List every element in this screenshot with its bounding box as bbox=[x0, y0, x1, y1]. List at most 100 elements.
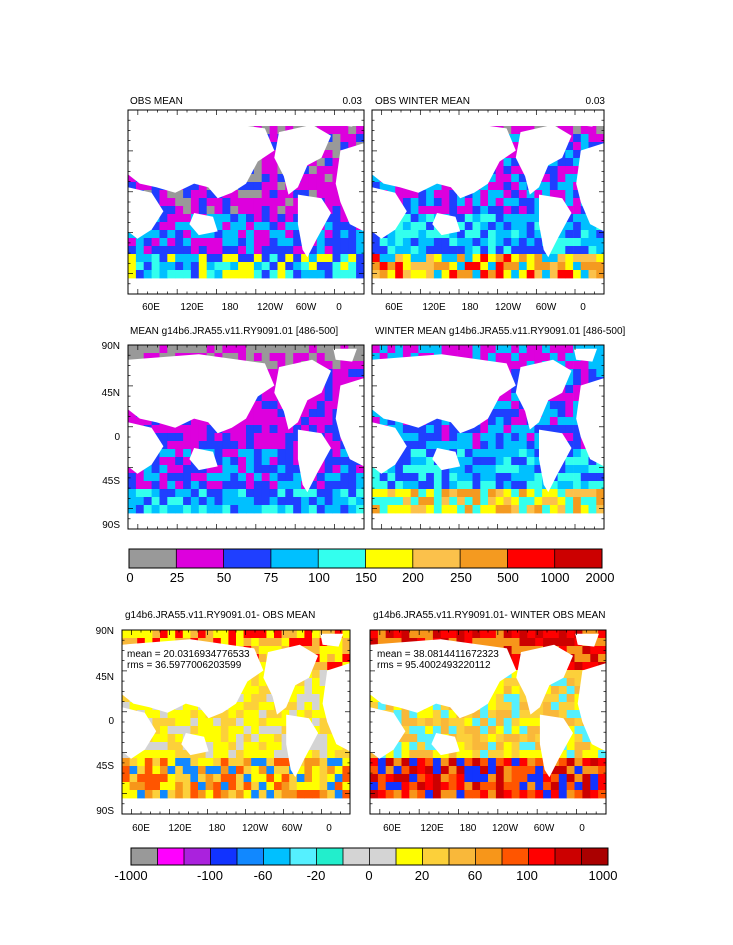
field-cell bbox=[293, 497, 302, 506]
field-cell bbox=[269, 238, 278, 247]
field-cell bbox=[230, 222, 239, 231]
field-cell bbox=[128, 489, 137, 498]
field-cell bbox=[198, 238, 208, 247]
field-cell bbox=[441, 246, 450, 255]
field-cell bbox=[472, 505, 481, 514]
field-cell bbox=[356, 230, 365, 239]
field-cell bbox=[261, 166, 270, 175]
field-cell bbox=[304, 790, 313, 799]
field-cell bbox=[296, 702, 305, 711]
field-cell bbox=[152, 742, 161, 751]
field-cell bbox=[238, 206, 247, 215]
field-cell bbox=[214, 270, 223, 279]
field-cell bbox=[377, 638, 387, 647]
field-cell bbox=[377, 774, 387, 783]
field-cell bbox=[143, 345, 152, 354]
field-cell bbox=[243, 782, 252, 791]
field-cell bbox=[456, 766, 465, 775]
field-cell bbox=[418, 254, 427, 263]
field-cell bbox=[324, 222, 333, 231]
field-cell bbox=[596, 369, 605, 378]
field-cell bbox=[573, 361, 582, 370]
field-cell bbox=[588, 134, 597, 143]
field-cell bbox=[243, 758, 252, 767]
field-cell bbox=[246, 230, 255, 239]
field-cell bbox=[222, 489, 231, 498]
land-mask bbox=[372, 348, 604, 493]
field-cell bbox=[596, 489, 605, 498]
field-cell bbox=[464, 457, 473, 466]
field-cell bbox=[251, 686, 260, 695]
field-cell bbox=[503, 158, 512, 167]
field-cell bbox=[281, 790, 290, 799]
field-cell bbox=[281, 766, 290, 775]
field-cell bbox=[285, 206, 294, 215]
field-cell bbox=[198, 489, 208, 498]
field-cell bbox=[426, 449, 435, 458]
x-tick-label: 120E bbox=[168, 823, 192, 834]
y-tick-label: 90N bbox=[96, 626, 114, 637]
field-cell bbox=[573, 238, 582, 247]
field-cell bbox=[269, 345, 278, 354]
field-cell bbox=[480, 262, 489, 271]
field-cell bbox=[304, 630, 313, 639]
field-cell bbox=[464, 497, 473, 506]
field-cell bbox=[573, 425, 582, 434]
field-cell bbox=[183, 465, 192, 474]
field-cell bbox=[183, 222, 192, 231]
field-cell bbox=[159, 441, 168, 450]
field-cell bbox=[246, 433, 255, 442]
field-cell bbox=[542, 505, 551, 514]
field-cell bbox=[128, 473, 137, 482]
field-cell bbox=[488, 238, 497, 247]
field-cell bbox=[542, 425, 551, 434]
field-cell bbox=[122, 630, 130, 639]
field-cell bbox=[137, 750, 146, 759]
field-cell bbox=[251, 702, 260, 711]
field-cell bbox=[281, 750, 290, 759]
field-cell bbox=[220, 638, 229, 647]
field-cell bbox=[526, 206, 535, 215]
field-cell bbox=[527, 758, 536, 767]
field-cell bbox=[182, 758, 191, 767]
field-cell bbox=[251, 734, 260, 743]
field-cell bbox=[385, 630, 394, 639]
field-cell bbox=[565, 457, 574, 466]
field-cell bbox=[495, 230, 504, 239]
field-cell bbox=[316, 158, 326, 167]
field-cell bbox=[557, 425, 566, 434]
colorbar-label: 50 bbox=[217, 570, 231, 585]
field-cell bbox=[277, 441, 286, 450]
field-cell bbox=[175, 230, 184, 239]
field-cell bbox=[167, 782, 176, 791]
field-cell bbox=[230, 497, 239, 506]
field-cell bbox=[135, 246, 145, 255]
field-cell bbox=[573, 369, 582, 378]
field-cell bbox=[289, 790, 298, 799]
field-cell bbox=[495, 222, 504, 231]
field-cell bbox=[480, 630, 489, 639]
field-cell bbox=[285, 497, 294, 506]
field-cell bbox=[518, 457, 527, 466]
field-cell bbox=[449, 238, 458, 247]
field-cell bbox=[426, 497, 435, 506]
field-cell bbox=[503, 782, 512, 791]
field-cell bbox=[340, 222, 349, 231]
field-cell bbox=[319, 686, 328, 695]
land-mask bbox=[128, 348, 364, 493]
field-cell bbox=[258, 750, 267, 759]
field-cell bbox=[274, 726, 282, 735]
field-cell bbox=[220, 750, 229, 759]
field-cell bbox=[511, 385, 520, 394]
field-cell bbox=[319, 766, 328, 775]
field-cell bbox=[308, 166, 318, 175]
field-cell bbox=[480, 790, 489, 799]
field-cell bbox=[488, 766, 497, 775]
field-cell bbox=[167, 473, 176, 482]
field-cell bbox=[167, 198, 176, 207]
field-cell bbox=[122, 758, 130, 767]
field-cell bbox=[511, 246, 520, 255]
field-cell bbox=[324, 489, 333, 498]
field-cell bbox=[402, 433, 411, 442]
field-cell bbox=[251, 774, 260, 783]
